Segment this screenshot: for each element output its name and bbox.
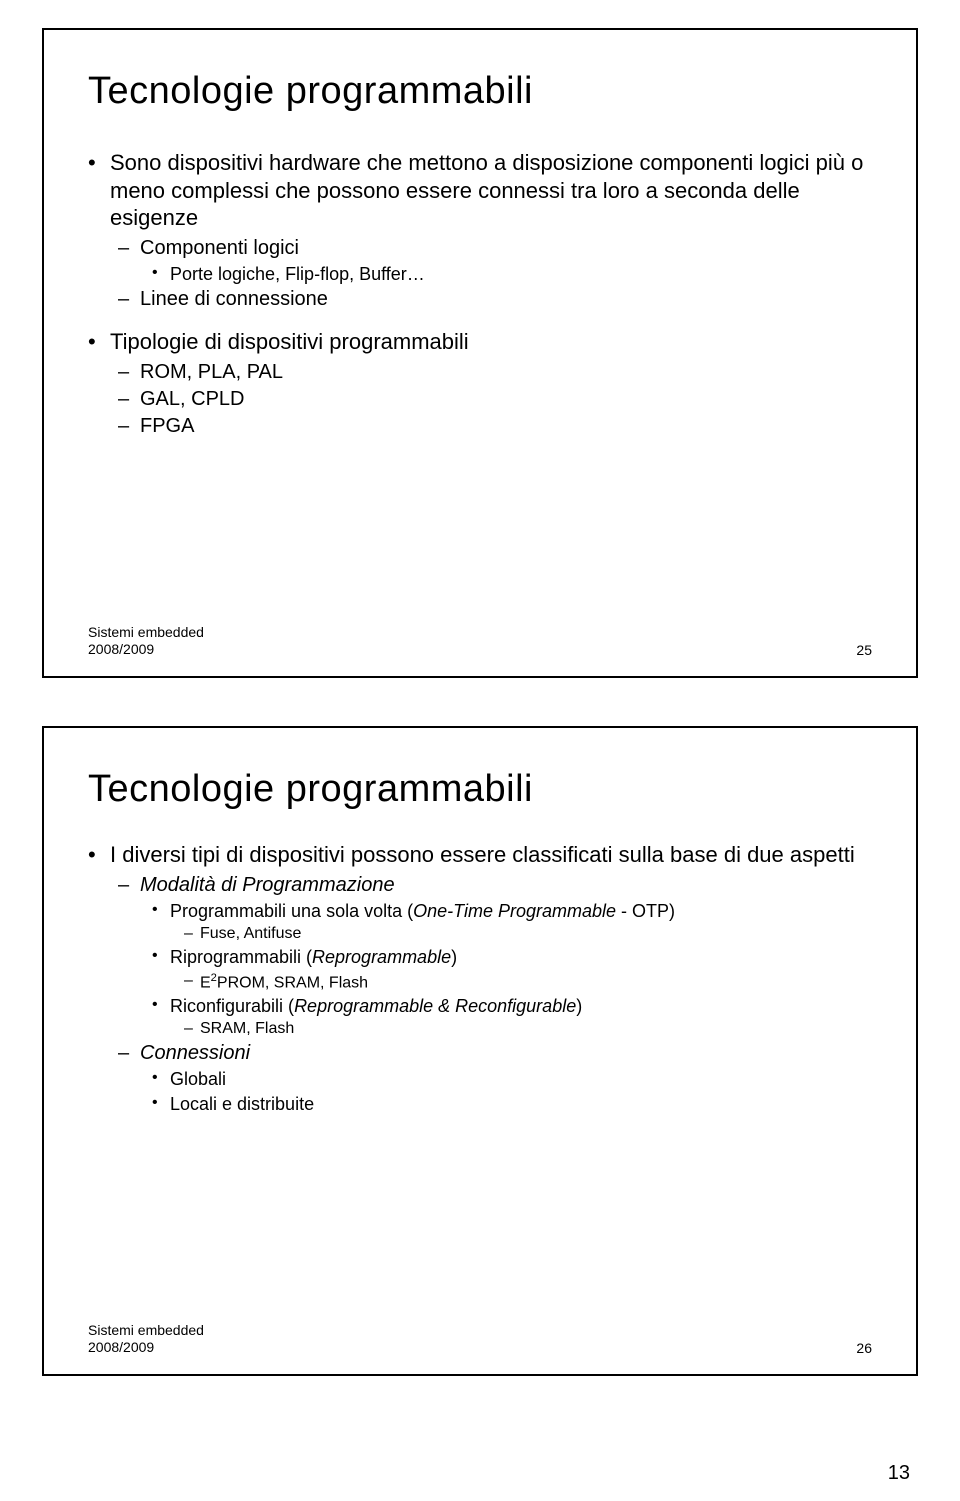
bullet-text-part: Riconfigurabili (: [170, 996, 294, 1016]
bullet-text: SRAM, Flash: [200, 1020, 294, 1037]
sub-list: Fuse, Antifuse: [170, 924, 872, 944]
footer-line2: 2008/2009: [88, 1339, 204, 1356]
slide-2: Tecnologie programmabili I diversi tipi …: [42, 726, 918, 1376]
list-item: Modalità di Programmazione Programmabili…: [110, 873, 872, 1040]
list-item: Connessioni Globali Locali e distribuite: [110, 1041, 872, 1115]
list-item: Fuse, Antifuse: [170, 924, 872, 944]
bullet-text-italic: One-Time Programmable: [413, 901, 616, 921]
list-item: GAL, CPLD: [110, 387, 872, 412]
slide-footer: Sistemi embedded 2008/2009 25: [88, 624, 872, 658]
slide-number: 25: [856, 642, 872, 658]
bullet-text-italic: Reprogrammable & Reconfigurable: [294, 996, 576, 1016]
bullet-text: Modalità di Programmazione: [140, 874, 395, 896]
bullet-text-part: PROM, SRAM, Flash: [217, 974, 368, 991]
footer-left: Sistemi embedded 2008/2009: [88, 624, 204, 658]
bullet-list: Sono dispositivi hardware che mettono a …: [88, 149, 872, 439]
list-item: Sono dispositivi hardware che mettono a …: [88, 149, 872, 312]
sub-list: Componenti logici Porte logiche, Flip-fl…: [110, 236, 872, 313]
bullet-text: Globali: [170, 1069, 226, 1089]
list-item: Tipologie di dispositivi programmabili R…: [88, 328, 872, 439]
bullet-text: Locali e distribuite: [170, 1094, 314, 1114]
bullet-text: ROM, PLA, PAL: [140, 361, 283, 383]
bullet-text: I diversi tipi di dispositivi possono es…: [110, 842, 855, 867]
bullet-text-part: ): [576, 996, 582, 1016]
footer-line1: Sistemi embedded: [88, 624, 204, 641]
bullet-text: Porte logiche, Flip-flop, Buffer…: [170, 264, 425, 284]
page-number: 13: [888, 1462, 910, 1485]
list-item: Porte logiche, Flip-flop, Buffer…: [140, 263, 872, 286]
bullet-text-part: Riprogrammabili (: [170, 947, 312, 967]
bullet-text: FPGA: [140, 415, 194, 437]
list-item: E2PROM, SRAM, Flash: [170, 971, 872, 993]
footer-line1: Sistemi embedded: [88, 1322, 204, 1339]
sub-list: Programmabili una sola volta (One-Time P…: [140, 900, 872, 1040]
slide-number: 26: [856, 1340, 872, 1356]
bullet-text: Fuse, Antifuse: [200, 925, 301, 942]
slide-footer: Sistemi embedded 2008/2009 26: [88, 1322, 872, 1356]
list-item: Riconfigurabili (Reprogrammable & Reconf…: [140, 995, 872, 1040]
list-item: Globali: [140, 1068, 872, 1091]
slide-1: Tecnologie programmabili Sono dispositiv…: [42, 28, 918, 678]
list-item: ROM, PLA, PAL: [110, 360, 872, 385]
list-item: I diversi tipi di dispositivi possono es…: [88, 841, 872, 1115]
bullet-text: Tipologie di dispositivi programmabili: [110, 329, 469, 354]
list-item: Linee di connessione: [110, 287, 872, 312]
sub-list: Modalità di Programmazione Programmabili…: [110, 873, 872, 1116]
sub-list: ROM, PLA, PAL GAL, CPLD FPGA: [110, 360, 872, 439]
sub-list: SRAM, Flash: [170, 1019, 872, 1039]
list-item: Locali e distribuite: [140, 1093, 872, 1116]
list-item: FPGA: [110, 414, 872, 439]
bullet-text-part: E: [200, 974, 211, 991]
bullet-text: Connessioni: [140, 1042, 250, 1064]
bullet-text-part: - OTP): [616, 901, 675, 921]
slide-title: Tecnologie programmabili: [88, 70, 872, 113]
page: Tecnologie programmabili Sono dispositiv…: [0, 0, 960, 1501]
list-item: Programmabili una sola volta (One-Time P…: [140, 900, 872, 945]
footer-left: Sistemi embedded 2008/2009: [88, 1322, 204, 1356]
list-item: Componenti logici Porte logiche, Flip-fl…: [110, 236, 872, 286]
sub-list: Globali Locali e distribuite: [140, 1068, 872, 1115]
bullet-text-italic: Reprogrammable: [312, 947, 451, 967]
bullet-text: Sono dispositivi hardware che mettono a …: [110, 150, 863, 230]
bullet-list: I diversi tipi di dispositivi possono es…: [88, 841, 872, 1115]
list-item: SRAM, Flash: [170, 1019, 872, 1039]
sub-list: Porte logiche, Flip-flop, Buffer…: [140, 263, 872, 286]
bullet-text: Componenti logici: [140, 237, 299, 259]
list-item: Riprogrammabili (Reprogrammable) E2PROM,…: [140, 946, 872, 993]
bullet-text: Linee di connessione: [140, 288, 328, 310]
bullet-text-part: ): [451, 947, 457, 967]
bullet-text-part: Programmabili una sola volta (: [170, 901, 413, 921]
bullet-text: GAL, CPLD: [140, 388, 244, 410]
slide-title: Tecnologie programmabili: [88, 768, 872, 811]
footer-line2: 2008/2009: [88, 641, 204, 658]
sub-list: E2PROM, SRAM, Flash: [170, 971, 872, 993]
